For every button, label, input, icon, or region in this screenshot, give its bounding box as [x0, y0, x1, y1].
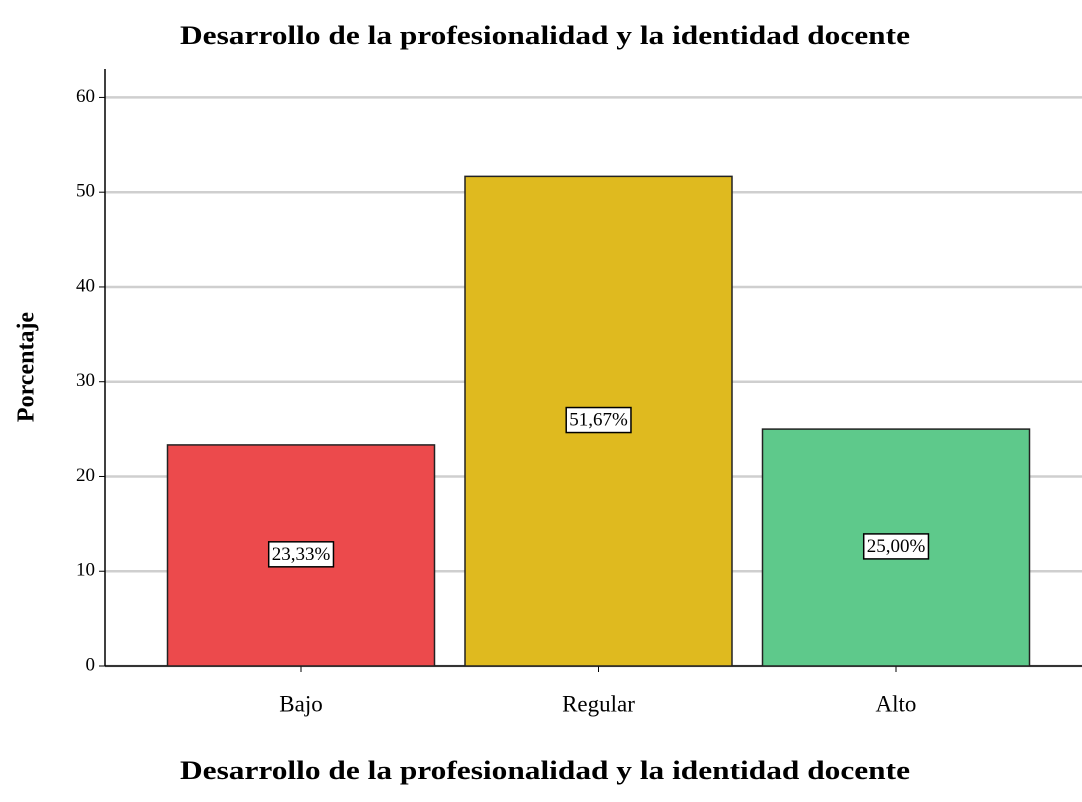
value-label: 23,33%: [272, 544, 331, 565]
y-tick-label: 40: [76, 275, 95, 296]
y-tick-label: 50: [76, 181, 95, 202]
x-axis-title: Desarrollo de la profesionalidad y la id…: [180, 756, 910, 785]
y-tick-label: 10: [76, 560, 95, 581]
chart-title: Desarrollo de la profesionalidad y la id…: [180, 21, 910, 50]
value-label-box: [862, 533, 930, 560]
y-tick-label: 30: [76, 370, 95, 391]
value-label: 51,67%: [569, 410, 628, 431]
value-label-box: [267, 541, 335, 568]
value-label-box: [565, 406, 632, 434]
y-tick-label: 20: [76, 465, 95, 486]
y-axis-title: Porcentaje: [14, 312, 40, 423]
y-tick-label: 0: [86, 654, 96, 675]
x-tick-label: Regular: [562, 691, 635, 716]
y-tick-label: 60: [76, 86, 95, 107]
x-tick-label: Bajo: [279, 691, 322, 716]
value-label: 25,00%: [867, 536, 926, 557]
x-tick-label: Alto: [876, 691, 917, 716]
